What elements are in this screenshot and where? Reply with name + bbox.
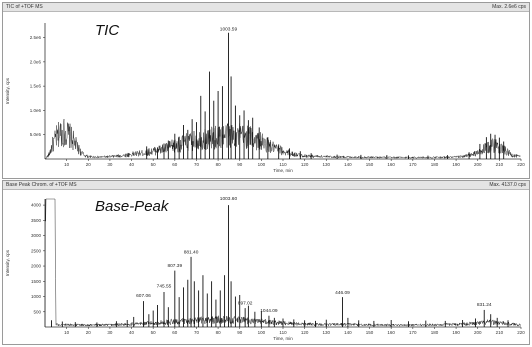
tic-x-tick-label-9: 100: [258, 162, 266, 167]
base-peak-y-tick-label-7: 4000: [31, 203, 42, 208]
base-peak-x-tick-label-6: 70: [194, 330, 200, 335]
tic-x-tick-label-17: 180: [431, 162, 439, 167]
tic-y-tick-label-2: 1.5e6: [30, 84, 42, 89]
base-peak-y-tick-label-6: 3500: [31, 218, 42, 223]
tic-x-tick-label-6: 70: [194, 162, 200, 167]
base-peak-peak-label-8: 831.24: [477, 302, 492, 308]
base-peak-x-tick-label-1: 20: [86, 330, 92, 335]
base-peak-panel: Base Peak Chrom. of +TOF MS Max. 4137.0 …: [2, 180, 530, 345]
base-peak-x-tick-label-13: 140: [344, 330, 352, 335]
base-peak-y-tick-label-0: 500: [33, 309, 41, 314]
tic-x-tick-label-2: 30: [107, 162, 113, 167]
base-peak-overlay-title: Base-Peak: [95, 198, 169, 215]
base-peak-x-tick-label-0: 10: [64, 330, 70, 335]
tic-trace: [44, 119, 521, 160]
tic-chart: 5.0e5 1.0e6 1.5e6 2.0e6 2.5e6 10 20 30 40 50 60 70 8…: [5, 23, 525, 173]
tic-x-tick-label-7: 80: [216, 162, 222, 167]
tic-x-tick-label-10: 110: [279, 162, 287, 167]
base-peak-x-tick-label-17: 180: [431, 330, 439, 335]
base-peak-chart: 500 1000 1500 2000 2500 3000 3500 4000 10 20 30 40 5…: [5, 196, 525, 341]
tic-x-tick-label-13: 140: [344, 162, 352, 167]
base-peak-x-tick-label-15: 160: [387, 330, 395, 335]
base-peak-header-max-intensity: Max. 4137.0 cps: [489, 182, 526, 188]
base-peak-peak-label-4: 745.55: [157, 284, 172, 290]
tic-header-trace-name: TIC of +TOF MS: [6, 4, 43, 10]
base-peak-peak-label-0: 1003.60: [220, 196, 238, 202]
tic-x-tick-label-14: 150: [366, 162, 374, 167]
base-peak-x-tick-label-7: 80: [216, 330, 222, 335]
tic-x-tick-label-3: 40: [129, 162, 135, 167]
base-peak-header-trace-name: Base Peak Chrom. of +TOF MS: [6, 182, 77, 188]
base-peak-x-tick-label-5: 60: [172, 330, 178, 335]
tic-x-tick-label-4: 50: [151, 162, 157, 167]
base-peak-x-tick-label-4: 50: [151, 330, 157, 335]
tic-y-axis-label: Intensity, cps: [5, 77, 10, 104]
tic-header-max-intensity: Max. 2.6e6 cps: [492, 4, 526, 10]
base-peak-peak-label-2: 881.40: [184, 249, 199, 255]
base-peak-x-tick-label-19: 200: [474, 330, 482, 335]
base-peak-x-tick-label-20: 210: [496, 330, 504, 335]
tic-x-tick-label-11: 120: [301, 162, 309, 167]
base-peak-x-tick-label-14: 150: [366, 330, 374, 335]
base-peak-x-tick-label-16: 170: [409, 330, 417, 335]
tic-x-tick-label-20: 210: [496, 162, 504, 167]
base-peak-peak-label-3: 607.06: [136, 293, 151, 299]
tic-x-tick-label-18: 190: [452, 162, 460, 167]
tic-peak-label-0: 1003.59: [220, 27, 238, 33]
tic-x-tick-label-8: 90: [237, 162, 243, 167]
base-peak-x-tick-label-11: 120: [301, 330, 309, 335]
base-peak-peak-label-6: 1044.09: [260, 308, 278, 314]
tic-x-tick-label-16: 170: [409, 162, 417, 167]
base-peak-y-axis-label: Intensity, cps: [5, 249, 10, 276]
base-peak-peak-label-1: 807.39: [167, 263, 182, 269]
base-peak-y-tick-label-1: 1000: [31, 294, 42, 299]
tic-x-tick-label-5: 60: [172, 162, 178, 167]
base-peak-x-tick-label-8: 90: [237, 330, 243, 335]
base-peak-trace: [44, 198, 521, 328]
tic-x-tick-label-0: 10: [64, 162, 70, 167]
tic-y-tick-label-0: 5.0e5: [30, 132, 42, 137]
tic-x-tick-label-1: 20: [86, 162, 92, 167]
base-peak-x-tick-label-10: 110: [279, 330, 287, 335]
base-peak-y-tick-label-5: 3000: [31, 233, 42, 238]
base-peak-panel-header: Base Peak Chrom. of +TOF MS Max. 4137.0 …: [3, 181, 529, 190]
tic-x-tick-label-12: 130: [323, 162, 331, 167]
tic-panel-header: TIC of +TOF MS Max. 2.6e6 cps: [3, 3, 529, 12]
base-peak-peak-label-5: 897.02: [238, 300, 253, 306]
base-peak-y-tick-label-4: 2500: [31, 248, 42, 253]
tic-panel: TIC of +TOF MS Max. 2.6e6 cps 5.0e5 1.0e6…: [2, 2, 530, 179]
tic-x-tick-label-15: 160: [387, 162, 395, 167]
base-peak-x-tick-label-18: 190: [452, 330, 460, 335]
tic-y-tick-label-3: 2.0e6: [30, 59, 42, 64]
base-peak-y-tick-label-2: 1500: [31, 279, 42, 284]
tic-x-axis-label: Time, min: [273, 168, 293, 173]
base-peak-x-axis-label: Time, min: [273, 336, 293, 341]
base-peak-x-tick-label-21: 220: [517, 330, 525, 335]
base-peak-y-tick-label-3: 2000: [31, 264, 42, 269]
base-peak-x-tick-label-2: 30: [107, 330, 113, 335]
base-peak-x-tick-label-3: 40: [129, 330, 135, 335]
tic-x-tick-label-21: 220: [517, 162, 525, 167]
base-peak-x-tick-label-12: 130: [323, 330, 331, 335]
tic-overlay-title: TIC: [95, 22, 120, 39]
tic-x-tick-label-19: 200: [474, 162, 482, 167]
base-peak-x-tick-label-9: 100: [258, 330, 266, 335]
tic-y-tick-label-1: 1.0e6: [30, 108, 42, 113]
tic-y-tick-label-4: 2.5e6: [30, 35, 42, 40]
base-peak-peak-label-7: 446.09: [335, 290, 350, 296]
